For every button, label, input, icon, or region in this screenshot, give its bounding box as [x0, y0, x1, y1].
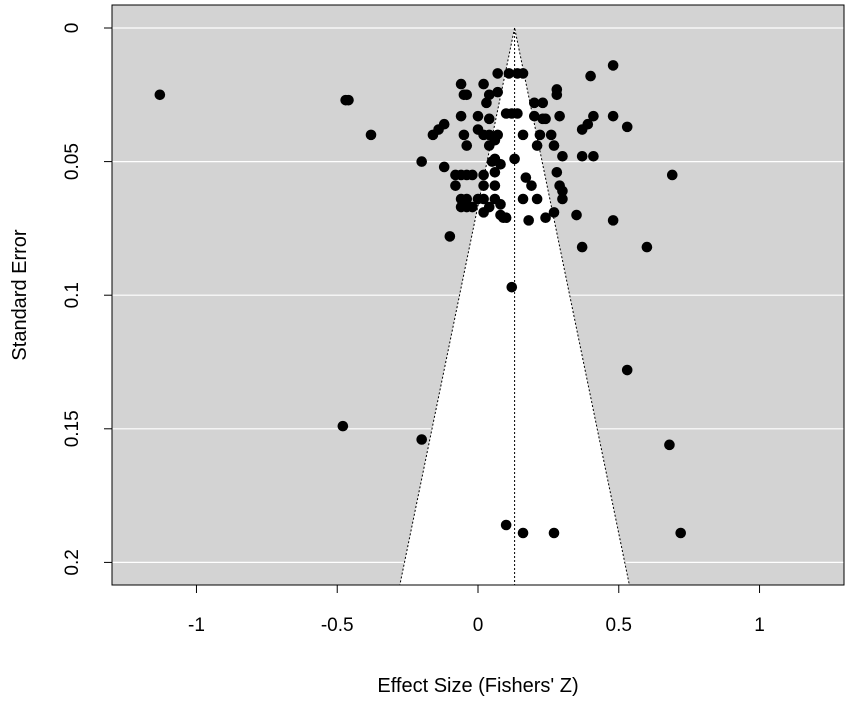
y-tick-label: 0.15: [62, 410, 83, 447]
data-point: [571, 209, 582, 221]
y-tick-label: 0.05: [62, 143, 83, 180]
y-axis-title: Standard Error: [9, 229, 31, 361]
y-tick-label: 0: [62, 23, 83, 34]
data-point: [548, 207, 560, 218]
data-point: [531, 193, 543, 205]
y-axis: 0 0.05 0.1 0.15 0.2: [62, 23, 112, 576]
data-point: [607, 60, 619, 71]
funnel-region: [399, 27, 630, 586]
data-point: [551, 89, 563, 101]
data-point: [365, 129, 377, 141]
data-point: [641, 241, 653, 253]
data-point: [529, 110, 540, 122]
data-point: [664, 439, 675, 451]
data-point: [483, 201, 495, 213]
data-point: [492, 68, 504, 79]
data-point: [537, 97, 549, 109]
x-tick-label: -0.5: [321, 615, 354, 636]
plot-border: [111, 4, 845, 586]
data-point: [416, 434, 427, 445]
data-point: [520, 172, 532, 183]
data-point: [531, 140, 543, 151]
x-tick-label: -1: [188, 615, 205, 636]
data-point: [478, 193, 489, 205]
data-point: [554, 110, 565, 122]
data-point: [500, 519, 512, 531]
x-tick-label: 1: [754, 615, 765, 636]
data-point: [526, 180, 537, 191]
data-point: [500, 212, 512, 224]
data-point: [467, 169, 478, 181]
data-point: [492, 129, 504, 141]
data-point: [512, 108, 523, 119]
data-point: [444, 231, 456, 242]
data-point: [585, 70, 596, 82]
data-point: [506, 281, 518, 293]
data-point: [523, 215, 534, 226]
data-point: [545, 129, 557, 141]
data-point: [621, 364, 633, 376]
data-point: [343, 94, 354, 106]
data-point: [534, 129, 546, 141]
data-point: [576, 241, 588, 253]
data-point: [495, 158, 506, 170]
data-point: [483, 113, 495, 125]
data-point: [588, 150, 599, 162]
data-point: [472, 110, 484, 122]
data-point: [509, 153, 520, 165]
data-point: [675, 527, 687, 539]
data-point: [478, 180, 489, 191]
data-point: [478, 78, 489, 90]
data-point: [517, 129, 529, 141]
data-point: [557, 193, 568, 205]
data-point: [455, 110, 467, 122]
data-point: [483, 89, 495, 101]
data-point: [529, 97, 540, 109]
data-point: [666, 169, 678, 181]
data-point: [548, 527, 560, 539]
data-point: [495, 199, 506, 210]
data-point: [455, 78, 467, 90]
data-point: [489, 166, 501, 178]
data-point: [467, 201, 478, 213]
data-point: [450, 180, 461, 191]
data-point: [576, 150, 588, 162]
data-point: [588, 110, 599, 122]
data-point: [461, 193, 473, 205]
data-points: [154, 60, 687, 539]
data-point: [540, 113, 551, 125]
data-point: [461, 89, 473, 101]
data-point: [517, 527, 529, 539]
data-point: [458, 129, 470, 141]
y-tick-label: 0.1: [62, 282, 83, 308]
data-point: [503, 68, 515, 79]
data-point: [416, 156, 427, 167]
data-point: [337, 420, 349, 432]
x-tick-label: 0: [473, 615, 484, 636]
data-point: [154, 89, 166, 101]
y-tick-label: 0.2: [62, 549, 83, 575]
data-point: [492, 86, 504, 98]
data-point: [478, 169, 489, 181]
data-point: [557, 185, 568, 197]
data-point: [438, 118, 450, 130]
data-point: [481, 97, 492, 109]
x-axis-title: Effect Size (Fishers' Z): [377, 675, 578, 697]
x-tick-label: 0.5: [606, 615, 632, 636]
data-point: [551, 166, 563, 178]
data-point: [548, 140, 560, 151]
data-point: [540, 212, 551, 224]
data-point: [517, 68, 529, 79]
data-point: [517, 193, 529, 205]
data-point: [607, 110, 619, 122]
data-point: [489, 180, 501, 191]
data-point: [582, 118, 594, 130]
data-point: [557, 150, 568, 162]
x-axis: -1 -0.5 0 0.5 1: [188, 585, 765, 636]
data-point: [607, 215, 619, 226]
data-point: [438, 161, 450, 173]
data-point: [621, 121, 633, 133]
data-point: [461, 140, 473, 151]
